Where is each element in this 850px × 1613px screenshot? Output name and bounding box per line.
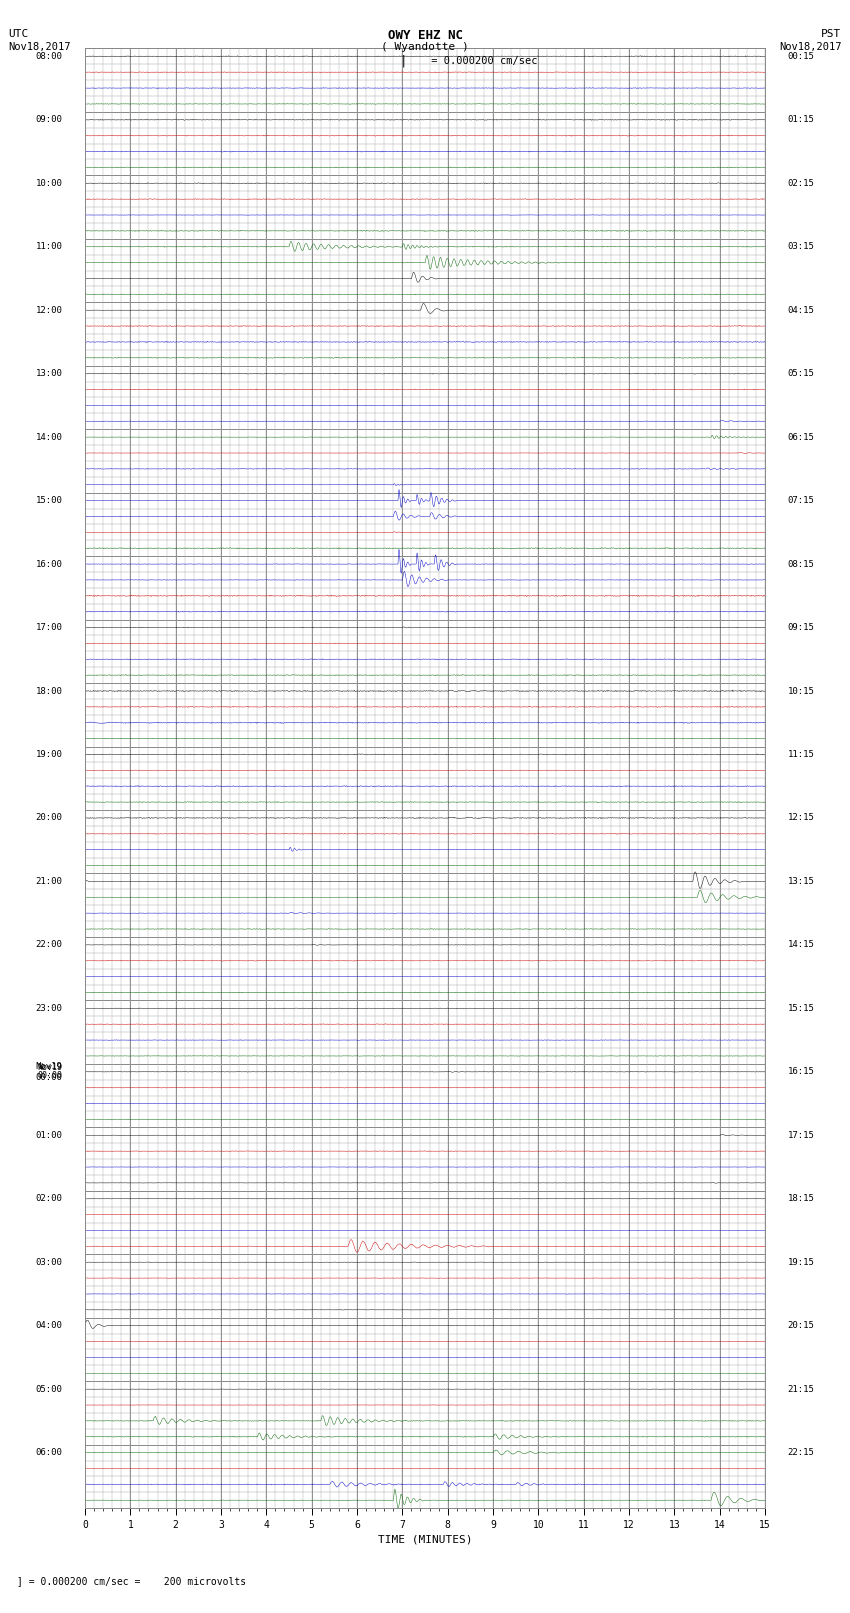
Text: 02:15: 02:15 bbox=[788, 179, 814, 187]
Text: 22:00: 22:00 bbox=[36, 940, 62, 950]
Text: 06:00: 06:00 bbox=[36, 1448, 62, 1457]
Text: = 0.000200 cm/sec: = 0.000200 cm/sec bbox=[425, 56, 537, 66]
Text: OWY EHZ NC: OWY EHZ NC bbox=[388, 29, 462, 42]
Text: 23:00: 23:00 bbox=[36, 1003, 62, 1013]
Text: 14:00: 14:00 bbox=[36, 432, 62, 442]
Text: 18:00: 18:00 bbox=[36, 687, 62, 695]
Text: 01:00: 01:00 bbox=[36, 1131, 62, 1140]
Text: 03:00: 03:00 bbox=[36, 1258, 62, 1266]
Text: 17:00: 17:00 bbox=[36, 623, 62, 632]
Text: 13:00: 13:00 bbox=[36, 369, 62, 377]
Text: 08:00: 08:00 bbox=[36, 52, 62, 61]
Text: 02:00: 02:00 bbox=[36, 1194, 62, 1203]
Text: 15:00: 15:00 bbox=[36, 497, 62, 505]
Text: 05:00: 05:00 bbox=[36, 1384, 62, 1394]
Text: 18:15: 18:15 bbox=[788, 1194, 814, 1203]
Text: 14:15: 14:15 bbox=[788, 940, 814, 950]
Text: 15:15: 15:15 bbox=[788, 1003, 814, 1013]
Text: 09:00: 09:00 bbox=[36, 115, 62, 124]
Text: 11:15: 11:15 bbox=[788, 750, 814, 760]
Text: 16:15: 16:15 bbox=[788, 1068, 814, 1076]
Text: 13:15: 13:15 bbox=[788, 877, 814, 886]
Text: 03:15: 03:15 bbox=[788, 242, 814, 252]
Text: 07:15: 07:15 bbox=[788, 497, 814, 505]
Text: 00:15: 00:15 bbox=[788, 52, 814, 61]
Text: Nov19
00:00: Nov19 00:00 bbox=[36, 1061, 62, 1081]
X-axis label: TIME (MINUTES): TIME (MINUTES) bbox=[377, 1534, 473, 1544]
Text: Nov19: Nov19 bbox=[37, 1063, 62, 1073]
Text: 17:15: 17:15 bbox=[788, 1131, 814, 1140]
Text: 10:15: 10:15 bbox=[788, 687, 814, 695]
Text: 20:00: 20:00 bbox=[36, 813, 62, 823]
Text: Nov18,2017: Nov18,2017 bbox=[8, 42, 71, 52]
Text: ] = 0.000200 cm/sec =    200 microvolts: ] = 0.000200 cm/sec = 200 microvolts bbox=[17, 1576, 246, 1586]
Text: 19:15: 19:15 bbox=[788, 1258, 814, 1266]
Text: 06:15: 06:15 bbox=[788, 432, 814, 442]
Text: 09:15: 09:15 bbox=[788, 623, 814, 632]
Text: 22:15: 22:15 bbox=[788, 1448, 814, 1457]
Text: 21:00: 21:00 bbox=[36, 877, 62, 886]
Text: 16:00: 16:00 bbox=[36, 560, 62, 568]
Text: 00:00: 00:00 bbox=[37, 1071, 62, 1081]
Text: 04:00: 04:00 bbox=[36, 1321, 62, 1331]
Text: 12:15: 12:15 bbox=[788, 813, 814, 823]
Text: 01:15: 01:15 bbox=[788, 115, 814, 124]
Text: Nov18,2017: Nov18,2017 bbox=[779, 42, 842, 52]
Text: PST: PST bbox=[821, 29, 842, 39]
Text: 04:15: 04:15 bbox=[788, 306, 814, 315]
Text: |: | bbox=[400, 55, 407, 68]
Text: 12:00: 12:00 bbox=[36, 306, 62, 315]
Text: 19:00: 19:00 bbox=[36, 750, 62, 760]
Text: 21:15: 21:15 bbox=[788, 1384, 814, 1394]
Text: 11:00: 11:00 bbox=[36, 242, 62, 252]
Text: 10:00: 10:00 bbox=[36, 179, 62, 187]
Text: 20:15: 20:15 bbox=[788, 1321, 814, 1331]
Text: 08:15: 08:15 bbox=[788, 560, 814, 568]
Text: ( Wyandotte ): ( Wyandotte ) bbox=[381, 42, 469, 52]
Text: UTC: UTC bbox=[8, 29, 29, 39]
Text: 05:15: 05:15 bbox=[788, 369, 814, 377]
